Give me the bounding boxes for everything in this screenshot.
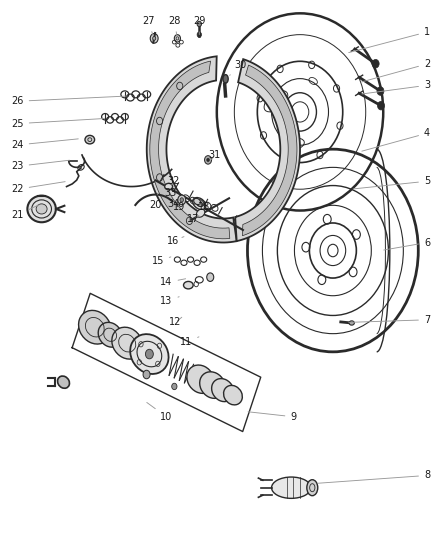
Ellipse shape (112, 327, 143, 359)
Circle shape (378, 101, 385, 110)
Ellipse shape (349, 321, 354, 325)
Ellipse shape (165, 183, 173, 190)
Ellipse shape (57, 376, 70, 388)
Text: 20: 20 (149, 195, 162, 210)
Text: 33: 33 (165, 188, 177, 198)
Ellipse shape (36, 204, 47, 214)
Ellipse shape (130, 334, 169, 374)
Text: 5: 5 (353, 176, 430, 189)
Circle shape (207, 158, 209, 161)
Text: 25: 25 (11, 118, 105, 128)
Ellipse shape (184, 281, 193, 289)
Ellipse shape (200, 372, 225, 398)
Text: 29: 29 (193, 17, 205, 35)
Text: 1: 1 (349, 27, 430, 53)
Ellipse shape (98, 322, 122, 347)
Circle shape (145, 349, 153, 359)
Text: 15: 15 (152, 256, 171, 266)
PathPatch shape (242, 65, 297, 236)
Ellipse shape (150, 34, 158, 43)
Text: 22: 22 (11, 182, 65, 194)
Text: 16: 16 (167, 236, 184, 246)
Text: 4: 4 (362, 128, 430, 151)
Ellipse shape (27, 196, 56, 222)
Ellipse shape (187, 365, 214, 393)
Ellipse shape (194, 198, 201, 205)
Circle shape (372, 59, 379, 68)
Text: 9: 9 (248, 412, 297, 422)
Ellipse shape (197, 21, 201, 27)
Text: 28: 28 (168, 17, 180, 36)
Ellipse shape (212, 378, 234, 402)
Circle shape (207, 273, 214, 281)
Ellipse shape (174, 35, 180, 42)
Text: 24: 24 (11, 139, 78, 150)
Text: 7: 7 (349, 315, 430, 325)
Ellipse shape (193, 198, 206, 209)
Ellipse shape (78, 310, 111, 344)
Text: 26: 26 (11, 96, 127, 106)
Circle shape (180, 198, 184, 202)
Text: 23: 23 (11, 160, 70, 171)
Text: 34: 34 (167, 199, 179, 208)
Ellipse shape (223, 75, 228, 83)
PathPatch shape (150, 61, 230, 239)
Text: 32: 32 (167, 176, 179, 186)
Circle shape (172, 383, 177, 390)
Ellipse shape (307, 480, 318, 496)
Text: 11: 11 (180, 337, 199, 347)
Ellipse shape (85, 135, 95, 144)
Text: 19: 19 (173, 202, 185, 212)
Ellipse shape (196, 209, 205, 217)
Text: 14: 14 (160, 278, 186, 287)
Ellipse shape (152, 36, 155, 40)
Circle shape (197, 32, 201, 37)
PathPatch shape (235, 59, 300, 241)
Text: 31: 31 (208, 150, 221, 160)
PathPatch shape (147, 56, 237, 243)
Circle shape (178, 195, 186, 205)
Text: 21: 21 (11, 205, 39, 220)
Circle shape (143, 370, 150, 379)
Ellipse shape (272, 477, 311, 498)
Text: 6: 6 (384, 238, 430, 250)
Text: 12: 12 (169, 317, 182, 327)
Circle shape (377, 87, 384, 95)
Text: 8: 8 (318, 471, 430, 483)
Text: 18: 18 (198, 202, 210, 212)
Text: 2: 2 (362, 59, 430, 82)
Text: 17: 17 (187, 214, 199, 223)
Text: 27: 27 (142, 17, 154, 36)
Text: 10: 10 (147, 402, 173, 422)
Circle shape (205, 156, 212, 164)
Text: 30: 30 (230, 60, 246, 75)
Ellipse shape (223, 385, 242, 405)
Text: 13: 13 (160, 296, 179, 306)
Text: 3: 3 (362, 80, 430, 94)
